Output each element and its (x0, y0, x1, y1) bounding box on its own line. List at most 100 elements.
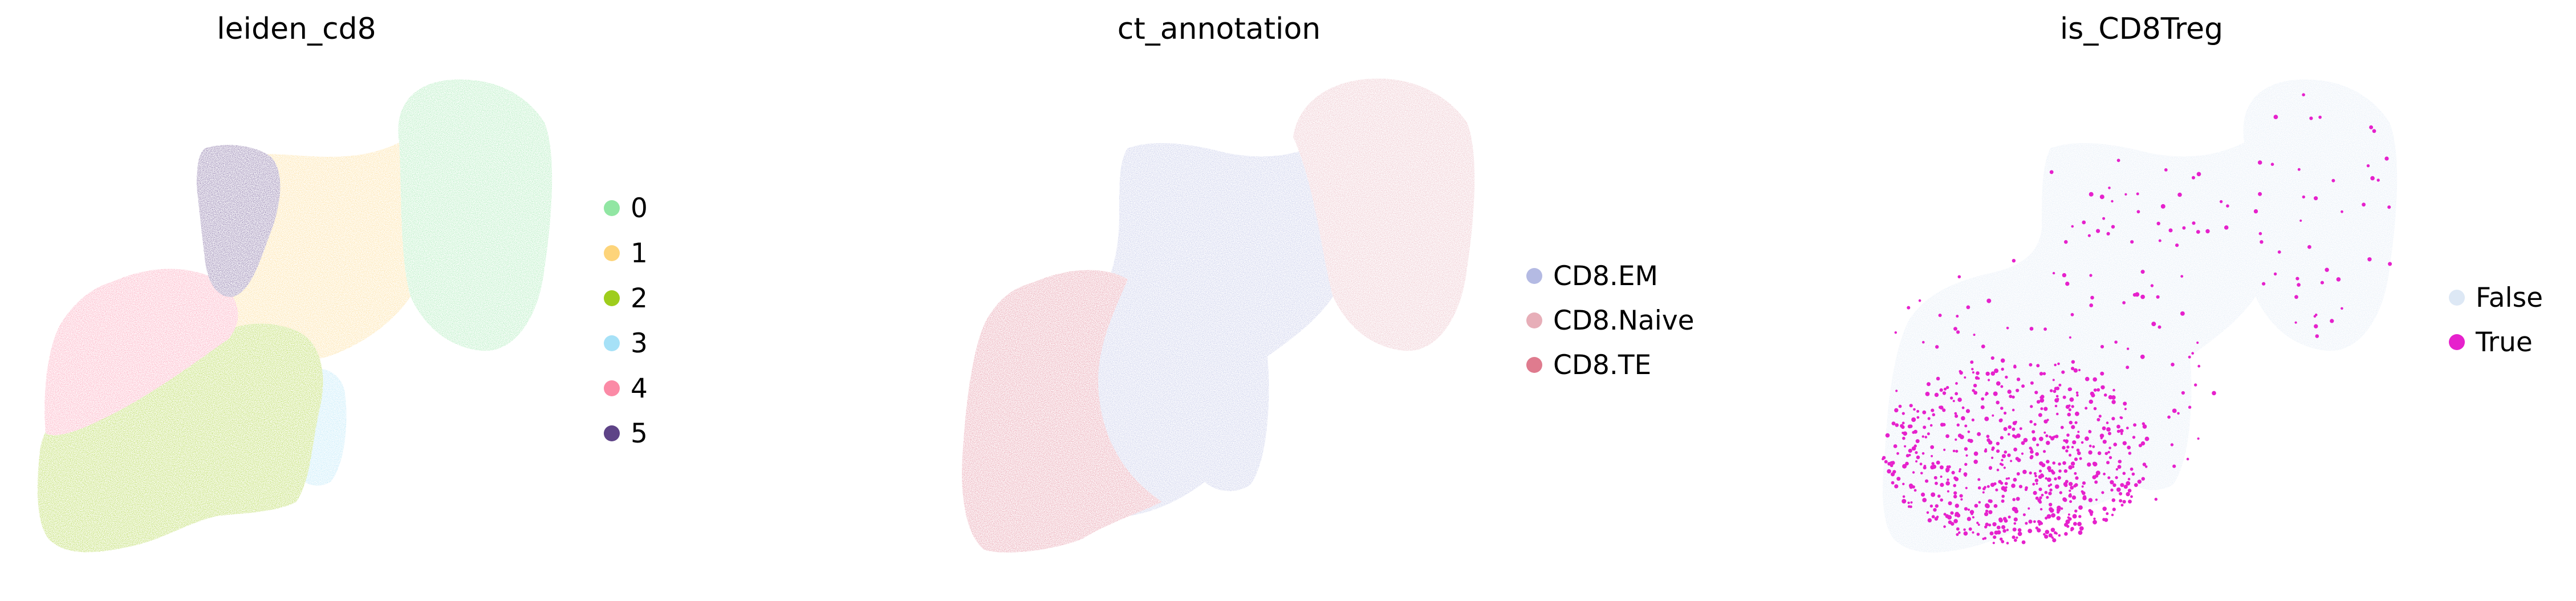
treg-true-point (2167, 415, 2171, 419)
panel-leiden-cd8: leiden_cd8 0 1 (37, 12, 648, 553)
treg-true-point (2057, 397, 2059, 401)
treg-true-point (2113, 442, 2117, 446)
treg-true-point (1901, 412, 1905, 415)
legend-marker (604, 380, 620, 396)
treg-true-point (2197, 364, 2201, 368)
treg-true-point (2096, 418, 2100, 421)
treg-true-point (1964, 474, 1967, 477)
treg-true-point (1929, 424, 1933, 427)
treg-true-point (2039, 398, 2045, 403)
treg-true-point (2137, 480, 2142, 484)
treg-true-point (1982, 487, 1986, 490)
treg-true-point (2078, 505, 2083, 510)
treg-true-point (2126, 427, 2129, 430)
treg-true-point (2097, 451, 2102, 456)
treg-true-point (2180, 275, 2184, 278)
treg-true-point (2001, 458, 2004, 462)
treg-true-point (2006, 529, 2009, 531)
treg-true-point (2108, 446, 2111, 449)
treg-true-point (2064, 532, 2068, 536)
treg-true-point (1993, 391, 1998, 396)
treg-true-point (2078, 515, 2082, 518)
treg-true-point (2035, 482, 2038, 485)
treg-true-point (1976, 533, 1980, 536)
treg-true-point (2366, 164, 2370, 168)
treg-true-point (2050, 469, 2054, 473)
treg-true-point (2107, 450, 2110, 454)
treg-true-point (1985, 503, 1989, 508)
treg-true-point (2013, 364, 2017, 368)
treg-true-point (2048, 492, 2052, 496)
treg-true-point (2064, 484, 2068, 488)
treg-true-point (2253, 209, 2258, 214)
legend-entry: 1 (604, 238, 648, 269)
treg-true-point (2297, 283, 2301, 287)
treg-true-point (1891, 421, 1896, 425)
panel-ct-annotation: ct_annotation CD8.EM CD8.Naive CD8.TE (962, 12, 1695, 553)
treg-true-point (2001, 367, 2004, 371)
treg-true-point (2013, 478, 2017, 482)
treg-true-point (2017, 531, 2022, 537)
treg-true-point (2013, 447, 2017, 452)
treg-true-point (1964, 462, 1968, 466)
treg-true-point (2160, 204, 2165, 209)
treg-true-point (2016, 536, 2018, 539)
treg-true-point (2093, 519, 2097, 525)
treg-true-point (2072, 514, 2077, 519)
treg-true-point (2128, 500, 2132, 503)
treg-true-point (1937, 494, 1941, 498)
treg-true-point (2063, 469, 2068, 473)
treg-true-point (2138, 444, 2142, 448)
treg-true-point (1932, 464, 1937, 469)
treg-true-point (2294, 321, 2297, 324)
treg-true-point (1921, 435, 1924, 438)
treg-true-point (2075, 476, 2079, 480)
treg-true-point (2151, 322, 2156, 327)
treg-true-point (2387, 205, 2391, 209)
legend-label: CD8.Naive (1553, 305, 1695, 336)
treg-true-point (2044, 534, 2049, 539)
treg-true-point (2004, 482, 2008, 485)
treg-true-point (2028, 507, 2030, 510)
treg-true-point (2041, 474, 2045, 478)
treg-true-point (1913, 429, 1917, 434)
treg-true-point (2039, 372, 2043, 376)
treg-true-point (2106, 421, 2109, 424)
treg-true-point (1992, 414, 1994, 417)
legend-marker (604, 290, 620, 306)
ct-cd8-naive-points (1293, 78, 1475, 351)
treg-true-point (2021, 441, 2025, 445)
treg-true-point (2111, 225, 2115, 229)
treg-true-point (2088, 430, 2092, 433)
treg-true-point (2164, 168, 2168, 172)
treg-true-point (1946, 465, 1949, 468)
treg-true-point (2087, 234, 2091, 237)
treg-true-point (2062, 273, 2067, 278)
treg-true-point (2043, 450, 2046, 453)
treg-true-point (1933, 508, 1937, 512)
treg-true-point (2101, 491, 2104, 494)
treg-true-point (2019, 427, 2022, 431)
treg-true-point (2111, 400, 2116, 404)
treg-true-point (1977, 377, 1980, 380)
treg-true-point (2018, 485, 2023, 489)
treg-true-point (1911, 417, 1916, 422)
treg-true-point (2156, 295, 2160, 299)
treg-true-point (1959, 371, 1963, 375)
treg-true-point (2111, 395, 2116, 400)
treg-true-point (1956, 527, 1960, 531)
treg-true-point (2083, 495, 2087, 499)
treg-true-point (2154, 497, 2157, 501)
treg-true-point (2001, 525, 2006, 530)
treg-true-point (1927, 518, 1932, 523)
treg-true-point (1967, 508, 1970, 511)
treg-true-point (1931, 408, 1935, 412)
treg-true-point (2056, 412, 2059, 416)
treg-true-point (2294, 295, 2298, 299)
treg-true-point (1965, 409, 1970, 413)
treg-true-point (1969, 438, 1973, 443)
treg-true-point (2093, 377, 2097, 382)
treg-true-point (2056, 516, 2061, 521)
treg-true-point (2045, 530, 2050, 534)
treg-true-point (2052, 538, 2057, 543)
